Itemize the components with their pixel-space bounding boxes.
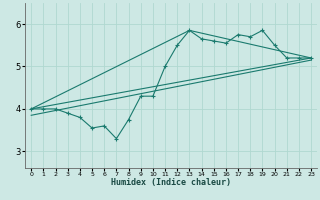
X-axis label: Humidex (Indice chaleur): Humidex (Indice chaleur) bbox=[111, 178, 231, 187]
